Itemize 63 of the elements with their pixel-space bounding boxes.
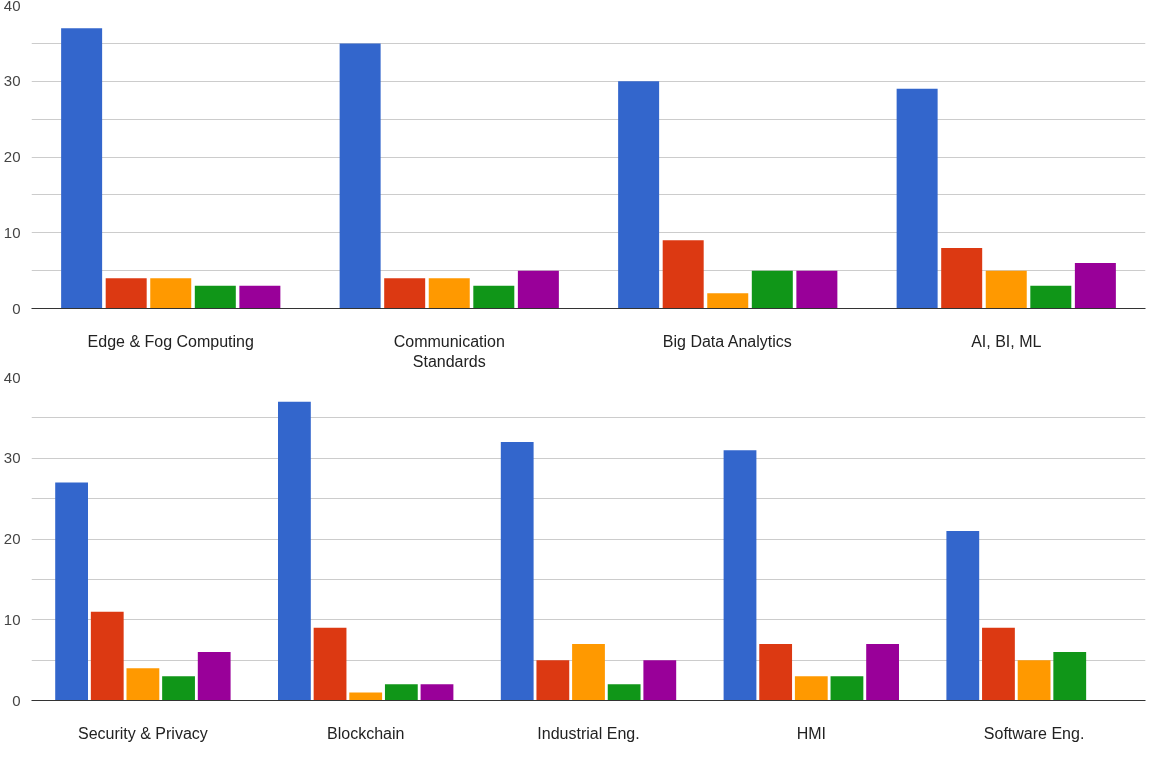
x-tick-label: Big Data Analytics	[662, 332, 792, 350]
bar	[662, 240, 704, 309]
bar	[126, 668, 160, 701]
bar	[194, 285, 236, 309]
x-tick-label: Security & Privacy	[77, 724, 208, 742]
bar	[723, 450, 757, 701]
x-tick-label: Software Eng.	[983, 724, 1085, 742]
bar	[420, 684, 454, 701]
y-tick-label: 40	[3, 0, 21, 14]
bar	[618, 81, 660, 309]
y-tick-label: 30	[3, 72, 21, 90]
bar	[1030, 285, 1072, 309]
bar	[90, 611, 124, 701]
y-tick-label: 0	[12, 299, 21, 317]
bar	[794, 676, 828, 701]
bar	[197, 652, 231, 701]
y-tick-label: 0	[12, 691, 21, 709]
bar	[607, 684, 641, 701]
y-tick-label: 20	[3, 148, 21, 165]
bar	[55, 482, 88, 701]
bar	[1053, 652, 1087, 701]
bar	[349, 692, 383, 701]
bar	[1017, 660, 1051, 701]
bar	[239, 285, 281, 309]
x-tick-label: Industrial Eng.	[537, 724, 640, 742]
bar	[896, 88, 938, 309]
bar	[982, 627, 1015, 701]
bar	[707, 293, 749, 309]
bar	[105, 278, 147, 309]
bar	[751, 270, 793, 309]
bar	[796, 270, 838, 309]
y-tick-label: 40	[3, 368, 21, 386]
bar	[61, 28, 103, 309]
bar	[830, 676, 864, 701]
bar	[536, 660, 570, 701]
y-tick-label: 10	[3, 610, 21, 628]
x-tick-label: AI, BI, ML	[971, 332, 1042, 350]
x-tick-label: Blockchain	[327, 724, 405, 742]
bar	[759, 643, 793, 701]
bar	[384, 278, 426, 309]
bar	[428, 278, 470, 309]
x-tick-label: Communication Standards	[393, 332, 505, 370]
bar	[1074, 263, 1116, 309]
bar	[572, 643, 605, 701]
bar	[162, 676, 195, 701]
x-tick-label: Edge & Fog Computing	[87, 332, 254, 350]
bar	[985, 270, 1027, 309]
y-tick-label: 30	[3, 449, 21, 467]
bar	[500, 442, 534, 701]
bar	[150, 278, 192, 309]
bar	[517, 270, 559, 309]
y-tick-label: 20	[3, 530, 21, 547]
bar	[473, 285, 515, 309]
bar	[643, 660, 677, 701]
bar	[866, 643, 899, 701]
bar	[941, 247, 983, 309]
bar	[946, 530, 980, 701]
bar	[384, 684, 418, 701]
bar	[313, 627, 347, 701]
bar	[278, 401, 311, 701]
x-tick-label: HMI	[796, 724, 826, 742]
bar	[339, 43, 381, 309]
y-tick-label: 10	[3, 223, 21, 241]
